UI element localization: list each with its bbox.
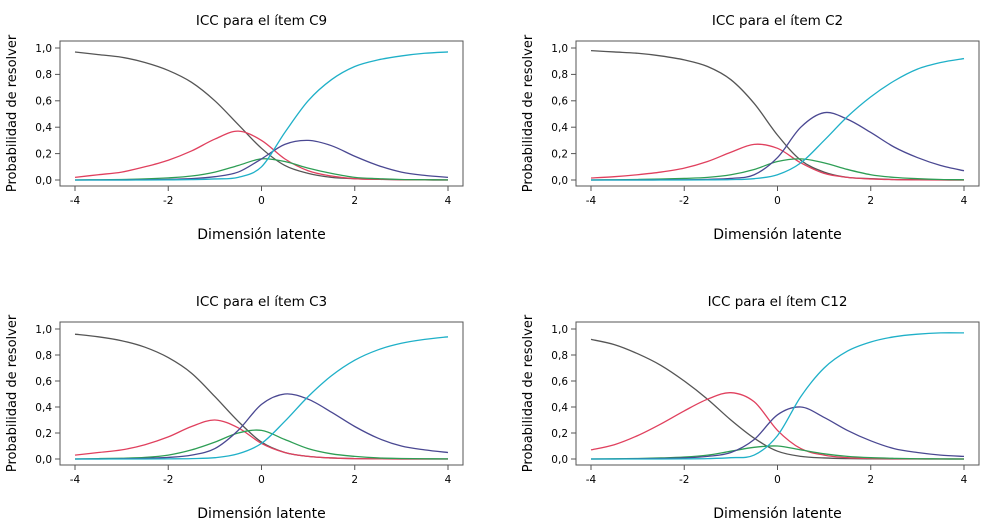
series-line-0 [590,338,964,460]
y-tick-label: 0,0 [35,175,52,187]
series-line-0 [590,49,965,181]
chart-title: ICC para el ítem C12 [708,294,848,310]
y-tick-label: 0,8 [551,350,568,362]
x-tick-label: -2 [679,195,689,207]
y-tick-label: 0,8 [35,69,52,81]
x-tick-label: -4 [586,474,597,486]
y-tick-label: 0,2 [35,428,52,440]
plot-frame [575,321,980,466]
y-axis-label: Probabilidad de resolver [521,34,536,192]
x-tick-label: 0 [258,474,265,486]
series-line-3 [74,393,449,460]
y-tick-label: 1,0 [551,43,568,55]
y-tick-label: 0,4 [35,122,52,134]
icc-chart-2: ICC para el ítem C3 Dimensión latente Prob… [5,294,464,522]
x-tick-label: -2 [163,195,173,207]
y-tick-label: 0,0 [551,175,568,187]
y-tick-label: 0,6 [551,376,568,388]
y-tick-label: 0,6 [551,96,568,108]
y-tick-label: 0,4 [551,122,568,134]
x-tick-label: -4 [586,195,597,207]
series-line-3 [591,111,965,181]
icc-chart-3: ICC para el ítem C12 Dimensión latente Pro… [521,294,980,522]
chart-title: ICC para el ítem C3 [196,294,327,310]
y-tick-label: 0,8 [35,350,52,362]
y-tick-label: 0,4 [35,402,52,414]
series-line-2 [74,429,449,460]
x-tick-label: 4 [445,474,452,486]
x-tick-label: -4 [70,195,81,207]
icc-chart-1: ICC para el ítem C2 Dimensión latente Prob… [521,13,980,243]
icc-chart-0: ICC para el ítem C9 Dimensión latente Prob… [5,13,464,243]
x-axis-label: Dimensión latente [197,506,325,522]
y-tick-label: 0,2 [551,428,568,440]
x-tick-label: 0 [774,474,781,486]
chart-title: ICC para el ítem C2 [712,13,843,29]
y-tick-label: 0,4 [551,402,568,414]
x-tick-label: 2 [867,474,874,486]
plot-frame [59,40,464,187]
x-tick-label: -2 [163,474,173,486]
x-tick-label: 0 [258,195,265,207]
y-tick-label: 0,2 [551,148,568,160]
y-tick-label: 1,0 [551,324,568,336]
x-tick-label: 4 [961,195,968,207]
y-axis-label: Probabilidad de resolver [5,34,20,192]
y-tick-label: 0,0 [35,454,52,466]
series-line-4 [591,57,965,181]
y-tick-label: 0,8 [551,69,568,81]
y-tick-label: 0,6 [35,376,52,388]
series-line-1 [74,130,449,181]
x-tick-label: 2 [867,195,874,207]
series-line-1 [590,392,965,460]
y-tick-label: 1,0 [35,43,52,55]
series-line-4 [75,51,449,181]
x-axis-label: Dimensión latente [197,227,325,243]
series-line-0 [74,51,449,181]
x-tick-label: 4 [961,474,968,486]
y-axis-label: Probabilidad de resolver [5,314,20,472]
y-tick-label: 1,0 [35,324,52,336]
x-tick-label: 0 [774,195,781,207]
series-line-2 [590,158,965,181]
series-line-1 [590,143,965,181]
x-axis-label: Dimensión latente [713,506,841,522]
series-line-2 [590,445,965,460]
series-line-4 [591,332,965,460]
chart-title: ICC para el ítem C9 [196,13,327,29]
y-tick-label: 0,2 [35,148,52,160]
x-tick-label: -2 [679,474,689,486]
x-tick-label: 2 [351,195,358,207]
series-line-0 [74,333,448,460]
y-axis-label: Probabilidad de resolver [521,314,536,472]
y-tick-label: 0,0 [551,454,568,466]
x-tick-label: 4 [445,195,452,207]
series-line-1 [74,419,448,460]
x-tick-label: 2 [351,474,358,486]
series-line-3 [75,139,449,181]
series-line-4 [75,336,449,460]
x-tick-label: -4 [70,474,81,486]
x-axis-label: Dimensión latente [713,227,841,243]
plot-frame [575,40,980,187]
y-tick-label: 0,6 [35,96,52,108]
